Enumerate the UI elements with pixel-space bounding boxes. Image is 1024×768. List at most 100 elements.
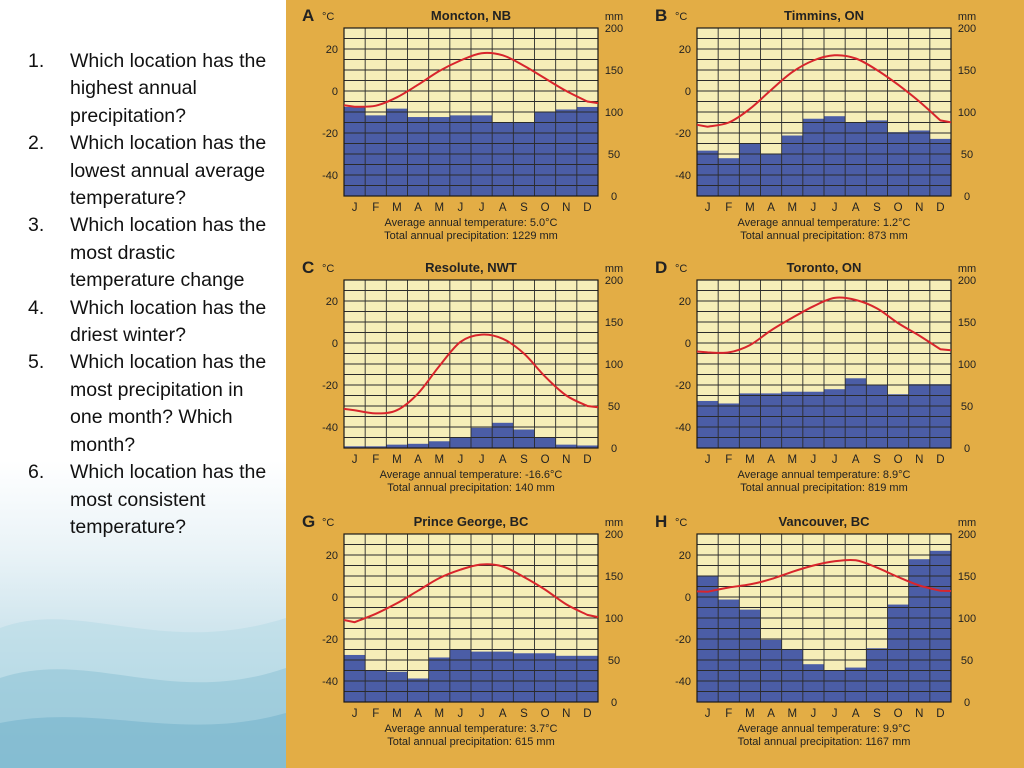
precipitation-bar	[344, 654, 366, 702]
precipitation-tick-label: 50	[961, 149, 973, 161]
precipitation-bar	[534, 437, 556, 448]
temperature-tick-label: -40	[675, 676, 691, 688]
temperature-line	[343, 563, 599, 624]
graph-title: Resolute, NWT	[425, 260, 517, 275]
graph-title: Timmins, ON	[784, 8, 864, 23]
graph-letter: C	[302, 258, 314, 277]
precipitation-bar	[365, 670, 387, 702]
precipitation-tick-label: 50	[608, 655, 620, 667]
month-label: J	[479, 202, 485, 214]
graph-title: Moncton, NB	[431, 8, 511, 23]
average-temperature-text: Average annual temperature: 5.0°C	[385, 217, 558, 229]
climate-graph: G °C Prince George, BC mm200-20-40200150100…	[302, 512, 623, 748]
month-label: N	[915, 454, 923, 466]
temperature-tick-label: 20	[326, 44, 338, 56]
precipitation-tick-label: 100	[958, 359, 976, 371]
temperature-tick-label: 0	[332, 86, 338, 98]
month-label: J	[479, 708, 485, 720]
temperature-tick-label: 0	[332, 338, 338, 350]
question-number: 1.	[28, 50, 45, 72]
precipitation-bar	[492, 122, 514, 196]
graph-letter: B	[655, 6, 667, 25]
graph-letter: A	[302, 6, 314, 25]
precipitation-tick-label: 150	[958, 571, 976, 583]
precipitation-bar	[718, 599, 740, 702]
question-item: 6. Which location has the most consistent…	[28, 459, 280, 541]
temperature-tick-label: -20	[675, 634, 691, 646]
precipitation-bar	[534, 653, 556, 702]
precipitation-bar	[866, 120, 888, 196]
month-label: M	[787, 202, 797, 214]
month-label: A	[767, 454, 775, 466]
precipitation-bar	[555, 109, 577, 196]
precipitation-tick-label: 200	[958, 275, 976, 287]
month-label: M	[745, 202, 755, 214]
temperature-line	[343, 333, 599, 415]
plot-frame	[696, 27, 952, 197]
graph-title: Vancouver, BC	[778, 514, 870, 529]
precipitation-unit-label: mm	[605, 263, 623, 275]
precipitation-unit-label: mm	[958, 263, 976, 275]
precipitation-tick-label: 50	[608, 149, 620, 161]
month-label: F	[725, 202, 732, 214]
month-label: N	[562, 708, 570, 720]
month-label: J	[832, 454, 838, 466]
month-label: A	[499, 708, 507, 720]
precipitation-bar	[365, 115, 387, 196]
precipitation-bar	[718, 158, 740, 196]
temperature-unit-label: °C	[675, 263, 687, 275]
month-label: J	[479, 454, 485, 466]
precipitation-tick-label: 50	[961, 655, 973, 667]
month-label: S	[873, 202, 881, 214]
question-number: 2.	[28, 132, 45, 155]
precipitation-tick-label: 50	[608, 401, 620, 413]
precipitation-tick-label: 150	[958, 317, 976, 329]
graph-title: Toronto, ON	[787, 260, 862, 275]
precipitation-bar	[781, 649, 803, 702]
month-label: F	[372, 202, 379, 214]
precipitation-bar	[845, 122, 867, 196]
temperature-tick-label: -40	[675, 170, 691, 182]
climate-graph: H °C Vancouver, BC mm200-20-40200150100500J…	[655, 512, 976, 748]
question-item: 2. Which location has the lowest annual a…	[28, 130, 280, 212]
total-precipitation-text: Total annual precipitation: 615 mm	[387, 736, 555, 748]
precipitation-tick-label: 100	[605, 107, 623, 119]
question-number: 5.	[28, 351, 45, 374]
month-label: M	[392, 202, 402, 214]
month-label: O	[541, 202, 550, 214]
question-text: Which location has the most consistent t…	[70, 461, 267, 538]
precipitation-bar	[802, 664, 824, 702]
total-precipitation-text: Total annual precipitation: 819 mm	[740, 482, 908, 494]
temperature-unit-label: °C	[322, 11, 334, 23]
precipitation-bar	[929, 138, 951, 196]
precipitation-tick-label: 100	[605, 359, 623, 371]
question-item: 1. Which location has the highest annual …	[28, 48, 280, 130]
plot-frame	[696, 533, 952, 703]
month-label: N	[562, 202, 570, 214]
temperature-line	[696, 558, 952, 593]
month-label: M	[787, 454, 797, 466]
precipitation-tick-label: 100	[958, 613, 976, 625]
precipitation-tick-label: 200	[958, 23, 976, 35]
precipitation-bar	[739, 393, 761, 448]
precipitation-bar	[929, 550, 951, 702]
average-temperature-text: Average annual temperature: 3.7°C	[385, 723, 558, 735]
month-label: D	[583, 708, 591, 720]
month-label: M	[434, 454, 444, 466]
total-precipitation-text: Total annual precipitation: 140 mm	[387, 482, 555, 494]
total-precipitation-text: Total annual precipitation: 873 mm	[740, 230, 908, 242]
precipitation-bar	[887, 394, 909, 448]
precipitation-bar	[739, 143, 761, 196]
precipitation-tick-label: 200	[605, 275, 623, 287]
precipitation-bar	[428, 117, 450, 196]
precipitation-bar	[802, 391, 824, 448]
temperature-tick-label: -20	[675, 380, 691, 392]
month-label: J	[705, 708, 711, 720]
month-label: J	[705, 202, 711, 214]
month-label: A	[852, 708, 860, 720]
month-label: A	[414, 454, 422, 466]
temperature-tick-label: -20	[322, 128, 338, 140]
temperature-unit-label: °C	[675, 11, 687, 23]
precipitation-bar	[824, 116, 846, 196]
